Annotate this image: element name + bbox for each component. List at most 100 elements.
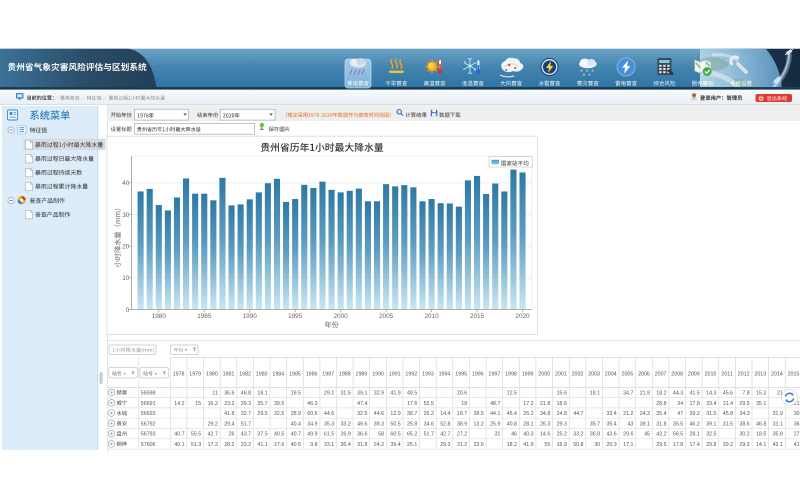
svg-text:35.3: 35.3 bbox=[324, 421, 334, 427]
svg-text:2010: 2010 bbox=[424, 313, 439, 320]
svg-text:30: 30 bbox=[794, 411, 800, 417]
svg-text:27: 27 bbox=[794, 432, 800, 438]
svg-text:65.2: 65.2 bbox=[407, 432, 417, 438]
svg-text:21: 21 bbox=[794, 401, 800, 407]
svg-text:46.3: 46.3 bbox=[307, 401, 317, 407]
svg-text:1998: 1998 bbox=[505, 371, 517, 377]
svg-text:14.3: 14.3 bbox=[706, 390, 716, 396]
svg-text:1995: 1995 bbox=[288, 313, 303, 320]
svg-text:31.8: 31.8 bbox=[656, 421, 666, 427]
svg-text:40.8: 40.8 bbox=[507, 421, 517, 427]
svg-text:1983: 1983 bbox=[256, 371, 268, 377]
svg-text:16.9: 16.9 bbox=[557, 442, 567, 448]
svg-text:29.2: 29.2 bbox=[689, 411, 699, 417]
svg-text:26.9: 26.9 bbox=[340, 432, 350, 438]
svg-text:45.4: 45.4 bbox=[507, 411, 517, 417]
svg-text:42.1: 42.1 bbox=[773, 442, 783, 448]
svg-text:16.2: 16.2 bbox=[208, 401, 218, 407]
svg-text:20.6: 20.6 bbox=[457, 390, 467, 396]
svg-text:38.9: 38.9 bbox=[457, 421, 467, 427]
svg-text:43.7: 43.7 bbox=[241, 432, 251, 438]
svg-text:49.9: 49.9 bbox=[307, 432, 317, 438]
svg-text:21.8: 21.8 bbox=[540, 401, 550, 407]
svg-text:31.5: 31.5 bbox=[723, 421, 733, 427]
svg-text:17.6: 17.6 bbox=[407, 401, 417, 407]
svg-text:38.5: 38.5 bbox=[473, 411, 483, 417]
svg-text:1979: 1979 bbox=[189, 371, 201, 377]
svg-text:18.2: 18.2 bbox=[507, 442, 517, 448]
svg-text:10: 10 bbox=[122, 275, 130, 282]
svg-text:45.6: 45.6 bbox=[723, 390, 733, 396]
svg-text:2005: 2005 bbox=[379, 313, 394, 320]
svg-text:15: 15 bbox=[195, 401, 201, 407]
svg-text:26.2: 26.2 bbox=[424, 411, 434, 417]
svg-text:21: 21 bbox=[777, 390, 783, 396]
svg-text:38.6: 38.6 bbox=[739, 421, 749, 427]
svg-text:44.3: 44.3 bbox=[673, 390, 683, 396]
svg-text:49.6: 49.6 bbox=[357, 421, 367, 427]
svg-text:39.1: 39.1 bbox=[357, 390, 367, 396]
svg-text:*: * bbox=[591, 69, 594, 76]
svg-text:32.5: 32.5 bbox=[357, 411, 367, 417]
svg-text:28.2: 28.2 bbox=[224, 442, 234, 448]
svg-text:26.3: 26.3 bbox=[540, 421, 550, 427]
svg-text:60.6: 60.6 bbox=[307, 411, 317, 417]
svg-text:29.5: 29.5 bbox=[257, 411, 267, 417]
svg-text:*: * bbox=[583, 73, 586, 80]
svg-text:32.5: 32.5 bbox=[706, 432, 716, 438]
svg-text:57606: 57606 bbox=[141, 442, 156, 448]
svg-text:1978: 1978 bbox=[173, 371, 185, 377]
svg-text:35.4: 35.4 bbox=[606, 421, 616, 427]
svg-text:56.5: 56.5 bbox=[673, 432, 683, 438]
svg-text:7.8: 7.8 bbox=[742, 390, 749, 396]
svg-text:43: 43 bbox=[627, 421, 633, 427]
svg-text:2015: 2015 bbox=[470, 313, 485, 320]
svg-text:30: 30 bbox=[122, 212, 130, 219]
svg-text:21.9: 21.9 bbox=[640, 390, 650, 396]
svg-text:15.6: 15.6 bbox=[557, 390, 567, 396]
svg-text:35.5: 35.5 bbox=[673, 421, 683, 427]
svg-text:45: 45 bbox=[644, 432, 650, 438]
svg-text:20.3: 20.3 bbox=[606, 442, 616, 448]
svg-text:31.4: 31.4 bbox=[723, 401, 733, 407]
svg-text:*: * bbox=[586, 69, 589, 76]
svg-text:51.3: 51.3 bbox=[191, 442, 201, 448]
svg-text:51.7: 51.7 bbox=[424, 432, 434, 438]
svg-text:56792: 56792 bbox=[141, 421, 156, 427]
svg-text:42.2: 42.2 bbox=[656, 432, 666, 438]
svg-text:31.5: 31.5 bbox=[706, 411, 716, 417]
svg-text:36.6: 36.6 bbox=[224, 390, 234, 396]
svg-text:33.4: 33.4 bbox=[706, 401, 716, 407]
svg-text:40.4: 40.4 bbox=[291, 421, 301, 427]
svg-text:36.6: 36.6 bbox=[357, 432, 367, 438]
svg-text:41.8: 41.8 bbox=[224, 411, 234, 417]
svg-text:39.3: 39.3 bbox=[241, 401, 251, 407]
svg-text:32.5: 32.5 bbox=[274, 411, 284, 417]
svg-text:39.1: 39.1 bbox=[640, 421, 650, 427]
svg-text:56691: 56691 bbox=[141, 401, 156, 407]
svg-text:2005: 2005 bbox=[622, 371, 634, 377]
svg-text:31: 31 bbox=[494, 432, 500, 438]
svg-text:13.2: 13.2 bbox=[473, 421, 483, 427]
svg-text:1996: 1996 bbox=[472, 371, 484, 377]
svg-text:39.3: 39.3 bbox=[374, 421, 384, 427]
svg-text:2015: 2015 bbox=[788, 371, 800, 377]
svg-text:36.4: 36.4 bbox=[340, 442, 350, 448]
svg-text:29.3: 29.3 bbox=[557, 421, 567, 427]
svg-text:28.8: 28.8 bbox=[656, 401, 666, 407]
svg-text:23.6: 23.6 bbox=[473, 442, 483, 448]
svg-text:29.3: 29.3 bbox=[739, 442, 749, 448]
svg-text:1995: 1995 bbox=[455, 371, 467, 377]
svg-text:56793: 56793 bbox=[141, 432, 156, 438]
svg-text:2008: 2008 bbox=[671, 371, 683, 377]
svg-text:20: 20 bbox=[122, 244, 130, 251]
svg-text:40.3: 40.3 bbox=[523, 432, 533, 438]
svg-text:50.5: 50.5 bbox=[390, 421, 400, 427]
svg-text:1980: 1980 bbox=[206, 371, 218, 377]
svg-text:2010: 2010 bbox=[705, 371, 717, 377]
svg-text:2020: 2020 bbox=[515, 313, 530, 320]
svg-text:56693: 56693 bbox=[141, 411, 156, 417]
svg-text:50.8: 50.8 bbox=[573, 442, 583, 448]
svg-text:42.7: 42.7 bbox=[208, 432, 218, 438]
svg-text:1985: 1985 bbox=[289, 371, 301, 377]
